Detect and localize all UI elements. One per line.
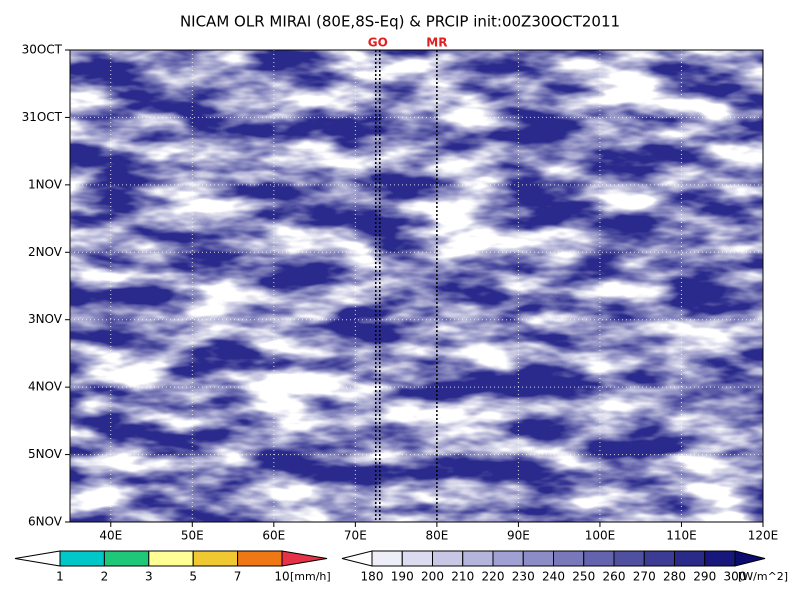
colorbar-label: 300 (724, 570, 747, 584)
field-cloud (70, 50, 763, 522)
marker-label: MR (426, 36, 447, 50)
colorbar-box (371, 550, 403, 567)
colorbar-box (237, 550, 283, 567)
x-tick-label: 110E (666, 529, 697, 543)
colorbar-label: 220 (482, 570, 505, 584)
colorbar-label: 190 (391, 570, 414, 584)
y-tick-label: 30OCT (22, 43, 63, 57)
colorbar-box (613, 550, 645, 567)
colorbar-box (553, 550, 585, 567)
y-tick-label: 31OCT (22, 110, 63, 124)
colorbar-label: 290 (693, 570, 716, 584)
colorbar-label: 1 (56, 570, 64, 584)
x-tick-label: 120E (748, 529, 779, 543)
y-tick-label: 4NOV (28, 380, 63, 394)
field (70, 50, 763, 522)
colorbar-label: 280 (663, 570, 686, 584)
colorbar-box (192, 550, 239, 567)
colorbar-box (583, 550, 615, 567)
y-tick-label: 3NOV (28, 312, 63, 326)
colorbar-label: 250 (572, 570, 595, 584)
x-tick-label: 60E (262, 529, 285, 543)
colorbar-label: 7 (234, 570, 242, 584)
marker-label: GO (368, 36, 388, 50)
y-tick-label: 2NOV (28, 245, 63, 259)
colorbar-low (14, 550, 61, 567)
colorbar-label: 2 (101, 570, 109, 584)
x-tick-label: 100E (585, 529, 616, 543)
colorbar-high (281, 550, 328, 567)
y-tick-label: 6NOV (28, 515, 63, 529)
colorbar-label: 230 (512, 570, 535, 584)
colorbar-label: 5 (189, 570, 197, 584)
colorbar-label: 10 (274, 570, 289, 584)
y-tick-label: 5NOV (28, 447, 63, 461)
x-tick-label: 50E (181, 529, 204, 543)
colorbar-box (103, 550, 150, 567)
colorbar-box (674, 550, 706, 567)
colorbar-box (643, 550, 675, 567)
colorbar-box (59, 550, 105, 567)
colorbar-box (462, 550, 494, 567)
colorbar-box (704, 550, 736, 567)
x-tick-label: 80E (425, 529, 448, 543)
colorbar-box (401, 550, 433, 567)
x-tick-label: 70E (344, 529, 367, 543)
colorbar-label: 3 (145, 570, 153, 584)
colorbar-label: 240 (542, 570, 565, 584)
chart-title: NICAM OLR MIRAI (80E,8S-Eq) & PRCIP init… (180, 13, 620, 31)
colorbar-label: 180 (361, 570, 384, 584)
colorbar-label: 210 (451, 570, 474, 584)
colorbar-unit: [W/m^2] (738, 570, 788, 583)
x-tick-label: 40E (99, 529, 122, 543)
colorbar-label: 260 (603, 570, 626, 584)
x-tick-label: 90E (507, 529, 530, 543)
colorbar-box (492, 550, 524, 567)
colorbar-box (522, 550, 554, 567)
colorbar-label: 200 (421, 570, 444, 584)
y-tick-label: 1NOV (28, 177, 63, 191)
colorbar-label: 270 (633, 570, 656, 584)
colorbar-high (734, 550, 766, 567)
plot-frame (69, 49, 764, 523)
colorbar-low (341, 550, 373, 567)
colorbar-unit: [mm/h] (290, 570, 331, 583)
colorbar-box (148, 550, 194, 567)
colorbar-box (432, 550, 464, 567)
